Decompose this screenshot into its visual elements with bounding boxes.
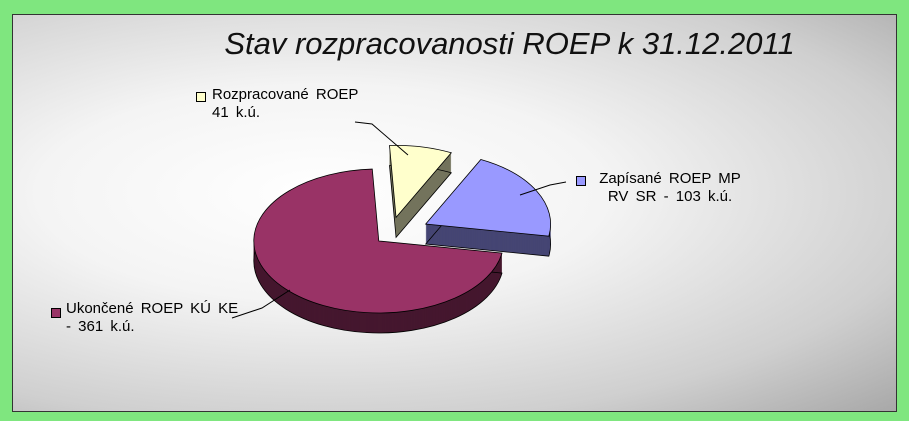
leader-line [519, 181, 567, 196]
leader-line [231, 289, 291, 319]
legend-swatch [576, 176, 586, 186]
chart-title: Stav rozpracovanosti ROEP k 31.12.2011 [224, 26, 795, 61]
leader-line [354, 121, 409, 156]
data-label: Ukončené ROEP KÚ KE - 361 k.ú. [66, 300, 239, 335]
slice [424, 159, 551, 237]
data-label: Rozpracované ROEP 41 k.ú. [212, 86, 359, 121]
legend-swatch [51, 308, 61, 318]
slice [253, 168, 503, 314]
data-label: Zapísané ROEP MP RV SR - 103 k.ú. [599, 170, 741, 205]
slice [389, 144, 452, 219]
legend-swatch [196, 92, 206, 102]
